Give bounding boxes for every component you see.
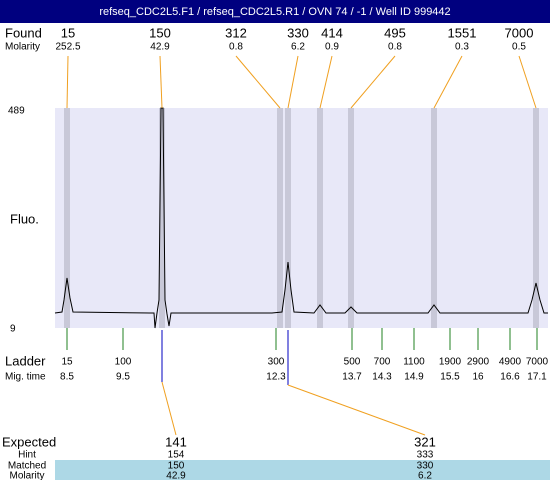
found-molarity: 0.9 (325, 42, 339, 53)
ladder-size: 15 (61, 357, 73, 368)
hint-size: 154 (168, 450, 185, 461)
ladder-time: 12.3 (266, 372, 286, 383)
matched-molarity: 42.9 (166, 471, 186, 480)
matched-size: 330 (417, 461, 434, 472)
hint-label: Hint (18, 450, 36, 461)
found-molarity: 0.3 (455, 42, 469, 53)
ladder-time: 13.7 (342, 372, 362, 383)
peak-connector (518, 55, 537, 109)
peak-connector (287, 55, 299, 109)
ladder-time: 8.5 (60, 372, 74, 383)
matched-highlight (55, 460, 550, 480)
peak-connector (350, 55, 396, 109)
peak-band (277, 108, 283, 328)
found-size: 15 (61, 25, 75, 40)
trace (54, 107, 548, 329)
ladder-time: 14.9 (404, 372, 424, 383)
ladder-time: 14.3 (372, 372, 392, 383)
found-size: 150 (149, 25, 171, 40)
peak-connector (319, 55, 333, 109)
matched-molarity: 6.2 (418, 471, 432, 480)
title-bar (0, 0, 550, 23)
peak-band (533, 108, 539, 328)
ladder-size: 1100 (403, 357, 425, 368)
ladder-size: 300 (268, 357, 285, 368)
ladder-time: 16.6 (500, 372, 520, 383)
found-size: 312 (225, 25, 247, 40)
found-molarity: 6.2 (291, 42, 305, 53)
matched-size: 150 (168, 461, 185, 472)
peak-band (317, 108, 323, 328)
peak-connector (235, 55, 281, 109)
peak-band (431, 108, 437, 328)
ladder-size: 500 (344, 357, 361, 368)
y-max-label: 489 (8, 106, 25, 117)
expected-connector (161, 381, 177, 436)
molarity-label: Molarity (5, 42, 40, 53)
mig-time-label: Mig. time (5, 372, 46, 383)
found-size: 7000 (505, 25, 534, 40)
ladder-size: 2900 (467, 357, 490, 368)
ladder-time: 15.5 (440, 372, 460, 383)
plot-area (55, 108, 548, 328)
expected-molarity-label: Molarity (9, 471, 44, 480)
ladder-label: Ladder (5, 353, 46, 368)
expected-size: 321 (414, 434, 436, 449)
ladder-time: 9.5 (116, 372, 130, 383)
found-size: 495 (384, 25, 406, 40)
found-molarity: 252.5 (55, 42, 80, 53)
ladder-time: 16 (472, 372, 484, 383)
found-size: 414 (321, 25, 343, 40)
expected-size: 141 (165, 434, 187, 449)
ladder-size: 7000 (526, 357, 549, 368)
matched-label: Matched (8, 461, 46, 472)
y-min-label: 9 (10, 324, 16, 335)
found-molarity: 0.8 (388, 42, 402, 53)
ladder-size: 100 (115, 357, 132, 368)
found-size: 1551 (448, 25, 477, 40)
peak-connector (66, 55, 69, 109)
peak-band (64, 108, 70, 328)
ladder-time: 17.1 (527, 372, 547, 383)
ladder-size: 1900 (439, 357, 462, 368)
title: refseq_CDC2L5.F1 / refseq_CDC2L5.R1 / OV… (99, 6, 450, 18)
found-label: Found (5, 25, 42, 40)
found-molarity: 0.5 (512, 42, 526, 53)
peak-connector (433, 55, 463, 109)
peak-band (159, 108, 165, 328)
found-molarity: 42.9 (150, 42, 170, 53)
hint-size: 333 (417, 450, 434, 461)
peak-connector (159, 55, 163, 109)
peak-band (285, 108, 291, 328)
y-axis-label: Fluo. (10, 211, 39, 226)
ladder-size: 700 (374, 357, 391, 368)
ladder-size: 4900 (499, 357, 522, 368)
found-size: 330 (287, 25, 309, 40)
peak-band (348, 108, 354, 328)
expected-label: Expected (2, 434, 56, 449)
found-molarity: 0.8 (229, 42, 243, 53)
expected-connector (287, 384, 426, 436)
